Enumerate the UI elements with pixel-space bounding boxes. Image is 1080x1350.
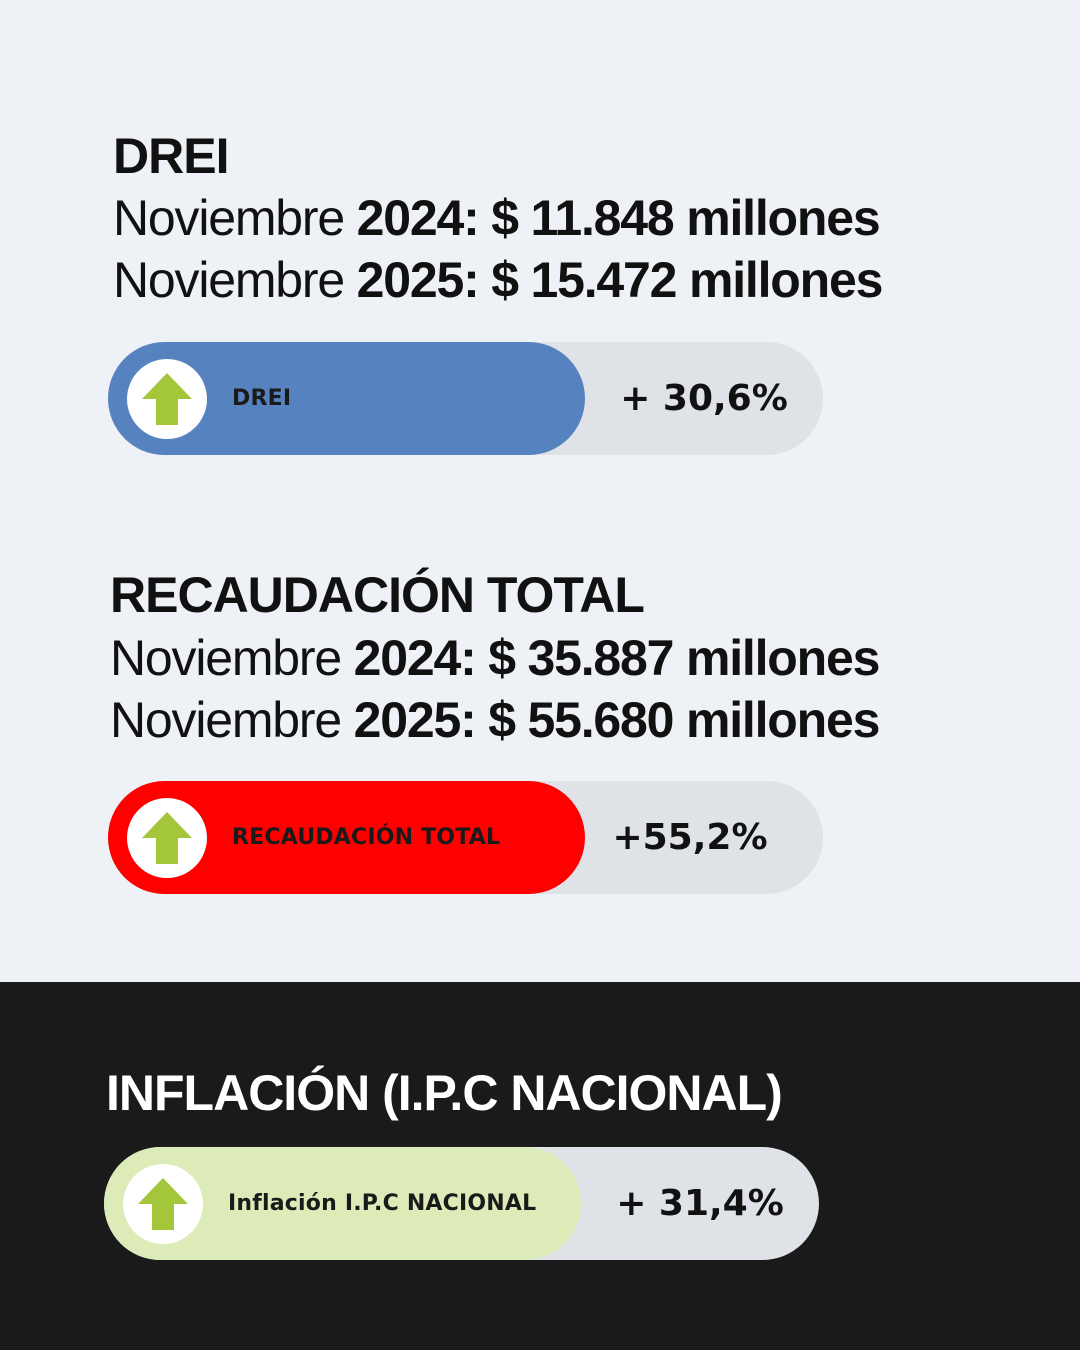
recaudacion-row-2025-value: 2025: $ 55.680 millones — [353, 692, 881, 748]
recaudacion-title: RECAUDACIÓN TOTAL — [110, 567, 645, 623]
inflacion-badge-label: Inflación I.P.C NACIONAL — [228, 1191, 537, 1216]
drei-row-2024-prefix: Noviembre — [113, 190, 345, 246]
inflacion-badge-circle — [123, 1164, 203, 1244]
inflacion-section: INFLACIÓN (I.P.C NACIONAL) Inflación I.P… — [0, 982, 1080, 1350]
recaudacion-row-2025: Noviembre 2025: $ 55.680 millones — [110, 692, 881, 748]
drei-row-2024: Noviembre 2024: $ 11.848 millones — [113, 190, 881, 246]
drei-row-2025: Noviembre 2025: $ 15.472 millones — [113, 252, 884, 308]
drei-badge-circle — [127, 359, 207, 439]
drei-badge-label: DREI — [232, 386, 292, 411]
drei-row-2025-prefix: Noviembre — [113, 252, 345, 308]
recaudacion-badge: RECAUDACIÓN TOTAL +55,2% — [108, 781, 823, 894]
recaudacion-badge-circle — [127, 798, 207, 878]
drei-row-2024-value: 2024: $ 11.848 millones — [356, 190, 881, 246]
recaudacion-row-2025-prefix: Noviembre — [110, 692, 342, 748]
arrow-up-icon — [138, 1178, 188, 1230]
inflacion-title: INFLACIÓN (I.P.C NACIONAL) — [106, 1065, 783, 1121]
recaudacion-row-2024: Noviembre 2024: $ 35.887 millones — [110, 630, 881, 686]
drei-title: DREI — [113, 128, 229, 184]
arrow-up-icon — [142, 373, 192, 425]
drei-badge-change: + 30,6% — [620, 378, 788, 419]
drei-badge: DREI + 30,6% — [108, 342, 823, 455]
inflacion-badge-change: + 31,4% — [616, 1183, 784, 1224]
drei-row-2025-value: 2025: $ 15.472 millones — [356, 252, 884, 308]
recaudacion-badge-label: RECAUDACIÓN TOTAL — [232, 825, 501, 850]
inflacion-badge: Inflación I.P.C NACIONAL + 31,4% — [104, 1147, 819, 1260]
recaudacion-row-2024-value: 2024: $ 35.887 millones — [353, 630, 881, 686]
recaudacion-badge-change: +55,2% — [612, 817, 768, 858]
recaudacion-row-2024-prefix: Noviembre — [110, 630, 342, 686]
arrow-up-icon — [142, 812, 192, 864]
